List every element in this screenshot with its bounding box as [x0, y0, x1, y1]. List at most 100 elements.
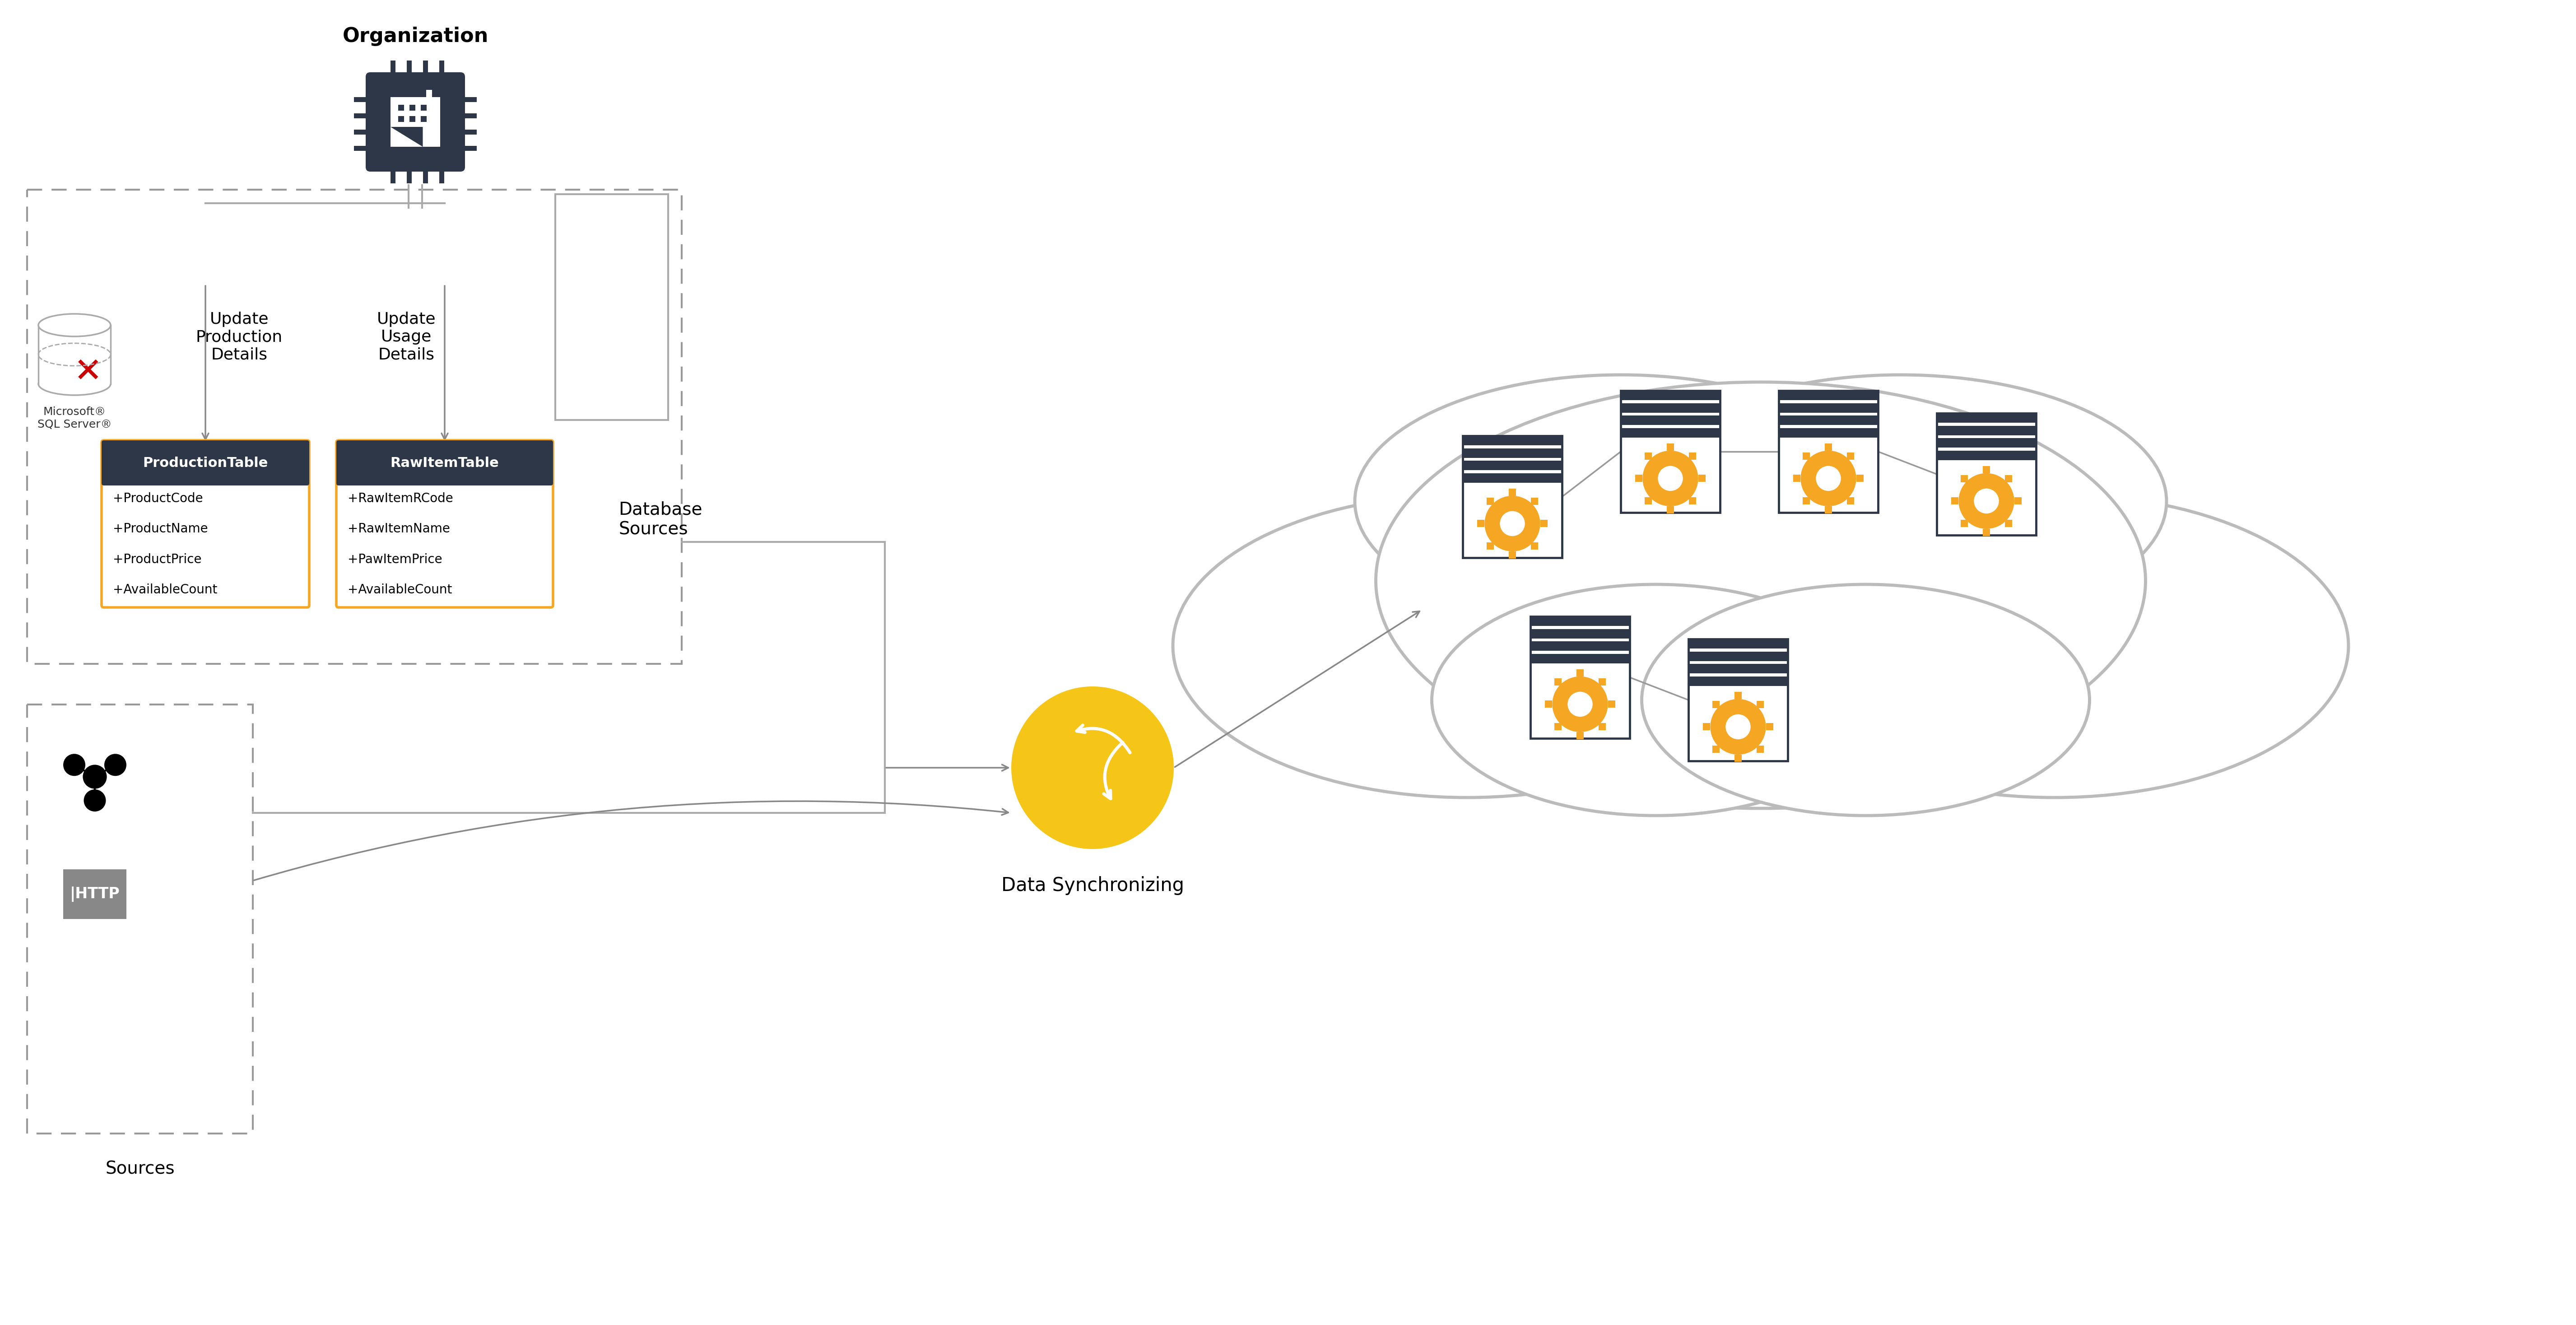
FancyBboxPatch shape: [461, 130, 477, 134]
Ellipse shape: [1172, 494, 1759, 798]
FancyBboxPatch shape: [337, 440, 554, 607]
FancyBboxPatch shape: [100, 440, 309, 607]
FancyBboxPatch shape: [1824, 506, 1832, 514]
FancyBboxPatch shape: [1953, 497, 1958, 505]
FancyBboxPatch shape: [1780, 391, 1878, 400]
FancyBboxPatch shape: [1960, 476, 1968, 482]
FancyBboxPatch shape: [1530, 498, 1538, 505]
FancyBboxPatch shape: [1553, 678, 1561, 685]
Text: +RawItemRCode: +RawItemRCode: [348, 492, 453, 505]
FancyBboxPatch shape: [64, 869, 126, 920]
FancyBboxPatch shape: [1510, 489, 1517, 496]
Polygon shape: [392, 127, 422, 147]
FancyBboxPatch shape: [1847, 497, 1855, 505]
FancyBboxPatch shape: [1530, 653, 1631, 664]
FancyBboxPatch shape: [39, 325, 111, 384]
Circle shape: [106, 755, 126, 775]
Circle shape: [1659, 466, 1682, 492]
FancyBboxPatch shape: [1780, 403, 1878, 412]
FancyBboxPatch shape: [1540, 519, 1548, 527]
FancyBboxPatch shape: [1553, 723, 1561, 730]
FancyBboxPatch shape: [1703, 723, 1710, 730]
FancyBboxPatch shape: [1577, 669, 1584, 676]
FancyBboxPatch shape: [1984, 466, 1991, 473]
FancyBboxPatch shape: [1577, 731, 1584, 739]
FancyBboxPatch shape: [1463, 448, 1561, 457]
FancyBboxPatch shape: [1636, 474, 1643, 482]
FancyBboxPatch shape: [1687, 676, 1788, 686]
Circle shape: [1569, 692, 1592, 717]
Text: +PawItemPrice: +PawItemPrice: [348, 553, 443, 566]
FancyBboxPatch shape: [1530, 641, 1631, 651]
FancyBboxPatch shape: [1857, 474, 1862, 482]
FancyBboxPatch shape: [1510, 551, 1517, 559]
FancyBboxPatch shape: [1486, 542, 1494, 550]
Circle shape: [64, 755, 85, 775]
FancyBboxPatch shape: [422, 167, 428, 183]
FancyBboxPatch shape: [1780, 416, 1878, 425]
Text: |HTTP: |HTTP: [70, 886, 121, 902]
Text: ProductionTable: ProductionTable: [142, 456, 268, 469]
FancyBboxPatch shape: [1687, 652, 1788, 661]
FancyBboxPatch shape: [1960, 519, 1968, 527]
FancyBboxPatch shape: [1734, 692, 1741, 700]
Text: +RawItemName: +RawItemName: [348, 522, 451, 535]
Ellipse shape: [1641, 584, 2089, 816]
FancyBboxPatch shape: [425, 90, 433, 105]
Circle shape: [1553, 676, 1607, 731]
FancyBboxPatch shape: [1757, 701, 1765, 708]
Circle shape: [1726, 714, 1752, 739]
Text: +ProductPrice: +ProductPrice: [113, 553, 201, 566]
FancyBboxPatch shape: [407, 167, 412, 183]
FancyBboxPatch shape: [1690, 453, 1695, 460]
Circle shape: [1012, 686, 1175, 849]
FancyBboxPatch shape: [392, 167, 394, 183]
FancyBboxPatch shape: [2004, 476, 2012, 482]
FancyBboxPatch shape: [1937, 413, 2035, 423]
FancyBboxPatch shape: [1620, 391, 1721, 400]
FancyBboxPatch shape: [1847, 453, 1855, 460]
FancyBboxPatch shape: [366, 73, 466, 172]
Text: +AvailableCount: +AvailableCount: [113, 583, 216, 596]
FancyBboxPatch shape: [1687, 639, 1788, 761]
FancyBboxPatch shape: [100, 440, 309, 485]
FancyBboxPatch shape: [438, 167, 443, 183]
FancyBboxPatch shape: [410, 105, 415, 110]
FancyBboxPatch shape: [1486, 498, 1494, 505]
FancyBboxPatch shape: [1937, 451, 2035, 460]
FancyBboxPatch shape: [1600, 678, 1605, 685]
FancyBboxPatch shape: [422, 61, 428, 77]
FancyBboxPatch shape: [353, 146, 371, 151]
Text: ×: ×: [75, 348, 100, 392]
FancyBboxPatch shape: [1824, 444, 1832, 451]
Text: Update
Usage
Details: Update Usage Details: [376, 311, 435, 363]
FancyBboxPatch shape: [461, 97, 477, 102]
Ellipse shape: [1376, 382, 2146, 779]
FancyBboxPatch shape: [353, 130, 371, 134]
Circle shape: [85, 766, 106, 788]
FancyBboxPatch shape: [1803, 453, 1811, 460]
Ellipse shape: [39, 372, 111, 395]
FancyBboxPatch shape: [397, 105, 404, 110]
FancyBboxPatch shape: [1937, 413, 2035, 535]
FancyBboxPatch shape: [1620, 416, 1721, 425]
FancyBboxPatch shape: [1767, 723, 1772, 730]
FancyBboxPatch shape: [353, 113, 371, 118]
FancyBboxPatch shape: [1530, 616, 1631, 625]
Ellipse shape: [1342, 411, 2179, 808]
FancyBboxPatch shape: [1937, 425, 2035, 435]
FancyBboxPatch shape: [410, 117, 415, 122]
FancyBboxPatch shape: [1713, 746, 1721, 753]
Circle shape: [1499, 511, 1525, 537]
FancyBboxPatch shape: [1667, 444, 1674, 451]
FancyBboxPatch shape: [1620, 428, 1721, 437]
FancyBboxPatch shape: [1620, 391, 1721, 513]
Text: Data Synchronizing: Data Synchronizing: [1002, 876, 1185, 896]
Ellipse shape: [1355, 375, 1886, 628]
FancyBboxPatch shape: [337, 440, 554, 485]
FancyBboxPatch shape: [1546, 701, 1553, 708]
FancyBboxPatch shape: [1463, 436, 1561, 558]
FancyBboxPatch shape: [392, 97, 440, 147]
FancyBboxPatch shape: [420, 105, 428, 110]
Circle shape: [1801, 451, 1857, 506]
